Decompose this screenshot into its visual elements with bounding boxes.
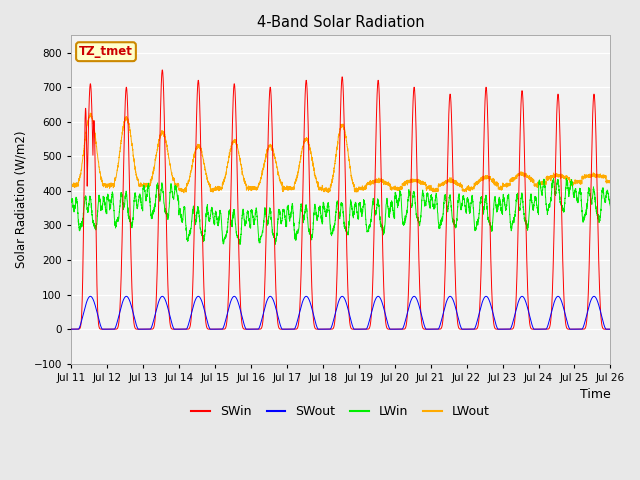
Text: TZ_tmet: TZ_tmet [79, 45, 133, 58]
Legend: SWin, SWout, LWin, LWout: SWin, SWout, LWin, LWout [186, 400, 495, 423]
Y-axis label: Solar Radiation (W/m2): Solar Radiation (W/m2) [15, 131, 28, 268]
X-axis label: Time: Time [580, 388, 611, 401]
Title: 4-Band Solar Radiation: 4-Band Solar Radiation [257, 15, 424, 30]
